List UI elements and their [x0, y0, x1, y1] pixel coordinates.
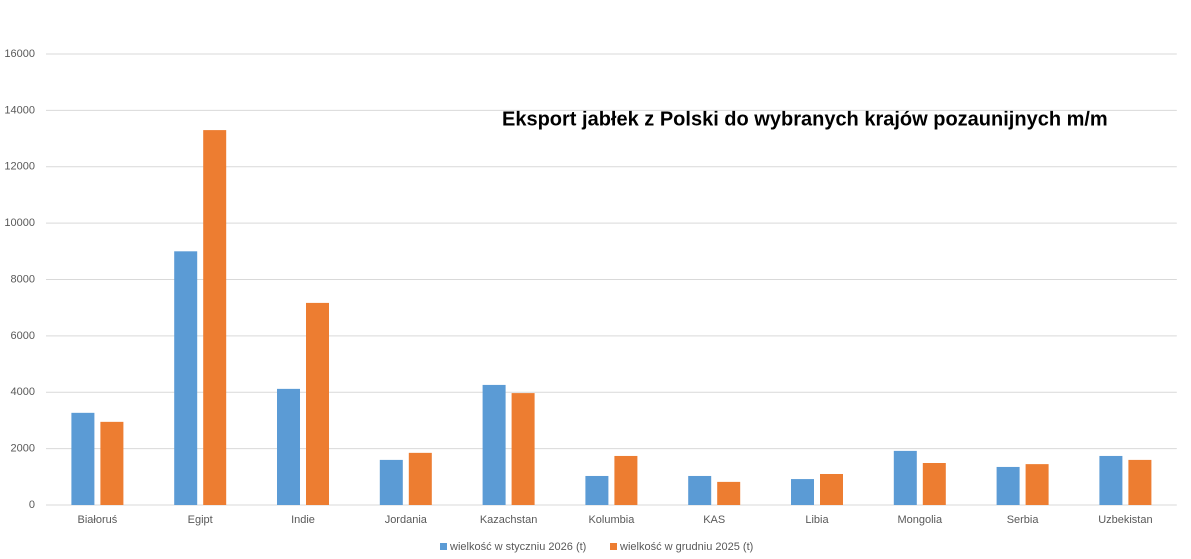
- bar: [614, 455, 638, 505]
- legend-swatch: [610, 543, 617, 550]
- x-tick-label: Mongolia: [897, 514, 943, 526]
- y-tick-label: 16000: [4, 48, 35, 60]
- bar: [100, 421, 124, 505]
- legend-label: wielkość w grudniu 2025 (t): [619, 541, 753, 553]
- x-tick-label: Indie: [291, 514, 315, 526]
- legend-label: wielkość w styczniu 2026 (t): [449, 541, 586, 553]
- x-tick-label: Kazachstan: [480, 514, 537, 526]
- bar: [717, 481, 741, 505]
- bar: [1025, 464, 1049, 505]
- y-tick-label: 4000: [11, 386, 35, 398]
- bar: [203, 130, 227, 505]
- bar: [688, 475, 712, 505]
- bar: [174, 251, 198, 505]
- bar: [482, 384, 506, 505]
- bar: [306, 302, 329, 505]
- y-tick-label: 2000: [11, 443, 35, 455]
- bar: [379, 459, 403, 505]
- x-tick-label: Serbia: [1007, 514, 1040, 526]
- bar: [71, 412, 95, 505]
- bar: [791, 479, 814, 505]
- y-tick-label: 12000: [4, 161, 35, 173]
- x-tick-label: Libia: [805, 514, 829, 526]
- bar: [511, 393, 535, 505]
- x-tick-label: Kolumbia: [588, 514, 635, 526]
- bar: [922, 463, 946, 505]
- bar: [277, 388, 300, 505]
- bar: [893, 450, 917, 505]
- y-tick-label: 14000: [4, 104, 35, 116]
- x-tick-label: Egipt: [188, 514, 213, 526]
- bar: [1099, 455, 1123, 505]
- bar: [408, 452, 432, 505]
- legend-swatch: [440, 543, 447, 550]
- y-tick-label: 0: [29, 499, 35, 511]
- bar: [996, 466, 1020, 505]
- bar: [820, 473, 843, 505]
- y-tick-label: 6000: [11, 330, 35, 342]
- y-tick-label: 10000: [4, 217, 35, 229]
- x-tick-label: Jordania: [385, 514, 428, 526]
- bar: [585, 475, 609, 505]
- x-tick-label: Białoruś: [78, 514, 118, 526]
- x-tick-label: KAS: [703, 514, 725, 526]
- x-tick-label: Uzbekistan: [1098, 514, 1152, 526]
- bar: [1128, 459, 1152, 505]
- y-tick-label: 8000: [11, 273, 35, 285]
- chart-title: Eksport jabłek z Polski do wybranych kra…: [502, 108, 1108, 130]
